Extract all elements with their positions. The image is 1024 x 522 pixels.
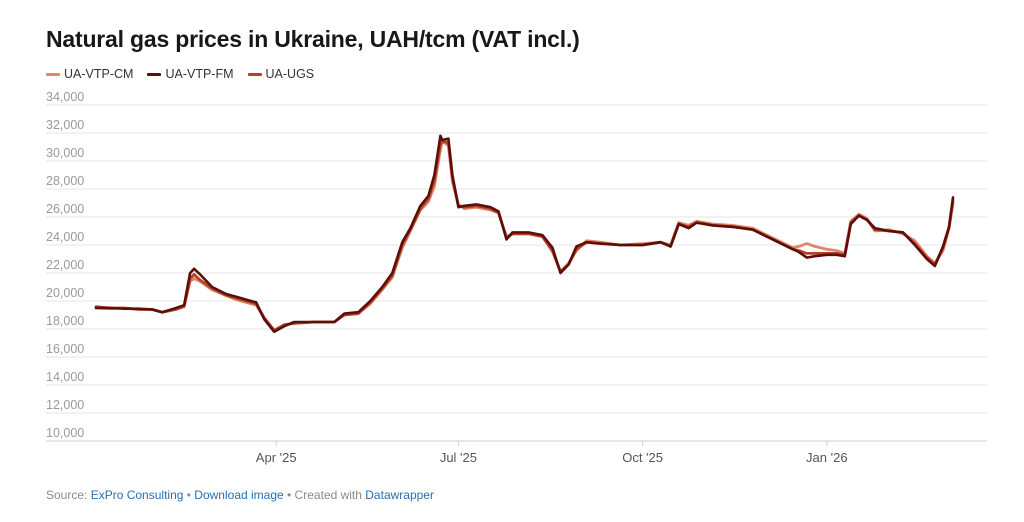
source-link[interactable]: ExPro Consulting — [90, 488, 184, 502]
y-tick-label: 20,000 — [46, 286, 84, 300]
legend-item-fm: UA-VTP-FM — [147, 67, 234, 81]
created-with-label: • Created with — [283, 488, 366, 502]
series-line-ua-ugs — [94, 140, 955, 332]
series-line-ua-vtp-fm — [94, 134, 955, 334]
grid-layer — [46, 104, 987, 442]
legend-label-ugs: UA-UGS — [265, 67, 315, 81]
chart-legend: UA-VTP-CM UA-VTP-FM UA-UGS — [46, 67, 328, 81]
y-tick-label: 14,000 — [46, 370, 84, 384]
legend-swatch-cm — [46, 72, 60, 76]
y-tick-label: 34,000 — [46, 90, 84, 104]
legend-swatch-ugs — [247, 72, 262, 76]
y-tick-label: 28,000 — [46, 174, 84, 188]
x-tick-label: Oct '25 — [622, 450, 663, 465]
datawrapper-link[interactable]: Datawrapper — [365, 488, 434, 502]
x-tick-label: Apr '25 — [256, 450, 297, 465]
source-label: Source: — [46, 488, 91, 502]
y-tick-label: 26,000 — [46, 202, 84, 216]
y-axis-ticks: 10,000 12,000 14,000 16,000 18,000 20,000 22,0… — [46, 90, 84, 440]
series-line-ua-vtp-cm — [94, 140, 955, 332]
legend-swatch-fm — [147, 72, 162, 76]
legend-item-ugs: UA-UGS — [247, 67, 315, 81]
chart-title: Natural gas prices in Ukraine, UAH/tcm (… — [46, 26, 580, 52]
chart-footer: Source: ExPro Consulting • Download imag… — [46, 488, 434, 502]
x-tick-label: Jan '26 — [806, 450, 848, 465]
legend-label-fm: UA-VTP-FM — [165, 67, 234, 81]
y-tick-label: 18,000 — [46, 314, 84, 328]
y-tick-label: 22,000 — [46, 258, 84, 272]
download-image-link[interactable]: Download image — [194, 488, 284, 502]
y-tick-label: 30,000 — [46, 146, 84, 160]
y-tick-label: 10,000 — [46, 426, 84, 440]
footer-separator: • — [183, 488, 195, 502]
x-axis-ticks: Apr '25 Jul '25 Oct '25 Jan '26 — [256, 441, 848, 465]
y-tick-label: 24,000 — [46, 230, 84, 244]
legend-item-cm: UA-VTP-CM — [46, 67, 133, 81]
legend-label-cm: UA-VTP-CM — [64, 67, 134, 81]
series-layer — [94, 134, 955, 334]
y-tick-label: 12,000 — [46, 398, 84, 412]
y-tick-label: 16,000 — [46, 342, 84, 356]
y-tick-label: 32,000 — [46, 118, 84, 132]
x-tick-label: Jul '25 — [440, 450, 477, 465]
